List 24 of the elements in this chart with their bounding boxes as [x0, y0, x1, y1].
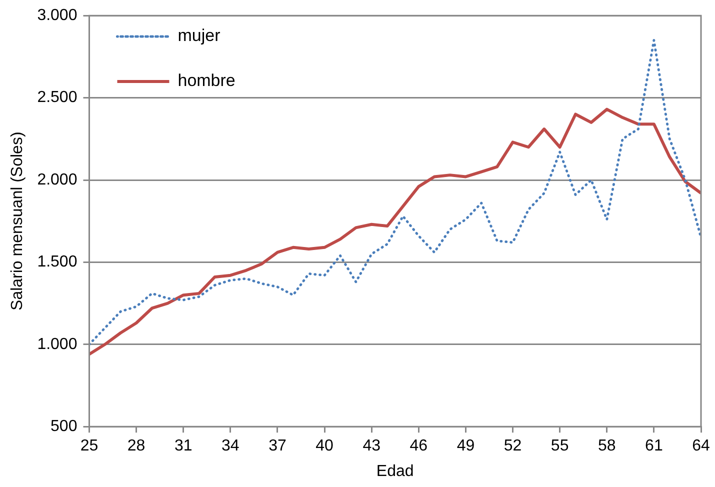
- x-tick-label: 31: [174, 438, 192, 455]
- y-tick-label: 3.000: [37, 7, 78, 24]
- y-tick-label: 2.500: [37, 89, 78, 106]
- x-tick-label: 64: [692, 438, 710, 455]
- y-tick-label: 1.000: [37, 336, 78, 353]
- legend-label: hombre: [178, 71, 236, 90]
- x-tick-label: 46: [410, 438, 428, 455]
- x-tick-label: 52: [504, 438, 522, 455]
- y-tick-label: 2.000: [37, 171, 78, 188]
- x-axis-title: Edad: [376, 462, 414, 480]
- x-tick-label: 34: [222, 438, 240, 455]
- x-tick-label: 49: [456, 438, 475, 455]
- x-tick-label: 40: [316, 438, 334, 455]
- x-tick-label: 25: [80, 438, 98, 455]
- x-tick-label: 43: [362, 438, 381, 455]
- x-tick-label: 37: [268, 438, 286, 455]
- x-tick-label: 55: [550, 438, 569, 455]
- y-tick-label: 500: [50, 418, 78, 436]
- y-axis-title: Salario mensuanl (Soles): [9, 132, 26, 310]
- x-tick-label: 58: [598, 438, 616, 455]
- y-tick-label: 1.500: [37, 254, 78, 271]
- x-tick-label: 28: [127, 438, 146, 455]
- legend-label: mujer: [178, 26, 221, 46]
- x-tick-label: 61: [645, 438, 663, 455]
